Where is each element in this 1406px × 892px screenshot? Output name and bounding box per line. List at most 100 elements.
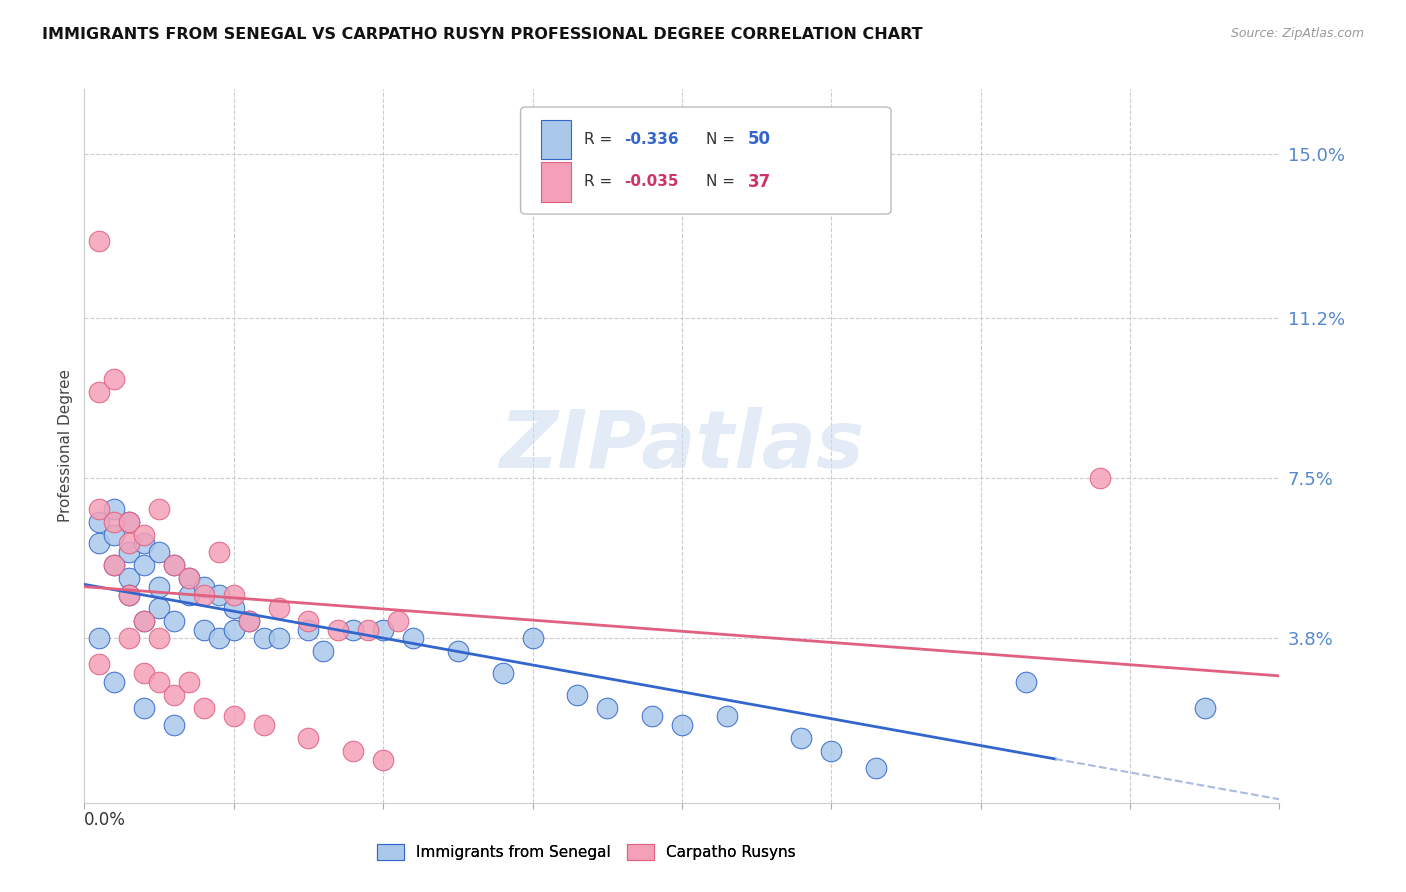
Text: 50: 50 [748,130,770,148]
Point [222,709,245,723]
Point [371,753,394,767]
Text: -0.336: -0.336 [624,132,679,146]
Point [297,614,319,628]
Text: 37: 37 [748,173,770,191]
Point [193,623,215,637]
Point [328,623,350,637]
Point [222,588,245,602]
Point [118,571,141,585]
Text: -0.035: -0.035 [624,175,679,189]
Point [193,580,215,594]
Point [177,674,200,689]
Point [447,644,470,658]
Point [177,571,200,585]
Point [177,588,200,602]
Point [148,601,170,615]
Point [163,558,186,572]
Point [522,632,544,646]
Point [118,515,141,529]
Point [118,588,141,602]
Point [208,588,231,602]
FancyBboxPatch shape [541,120,571,159]
Point [132,614,156,628]
Point [790,731,813,745]
Point [253,718,276,732]
Point [371,623,394,637]
Point [89,632,111,646]
Point [89,501,111,516]
Point [267,632,290,646]
Y-axis label: Professional Degree: Professional Degree [58,369,73,523]
Point [671,718,693,732]
Point [132,666,156,681]
Point [357,623,380,637]
Point [132,558,156,572]
Point [193,700,215,714]
Point [865,761,887,775]
Point [132,527,156,541]
Text: Source: ZipAtlas.com: Source: ZipAtlas.com [1230,27,1364,40]
Text: N =: N = [706,175,740,189]
Point [208,545,231,559]
Point [163,718,186,732]
Point [103,527,125,541]
Point [1014,674,1036,689]
Point [297,623,319,637]
Point [641,709,664,723]
Text: ZIPatlas: ZIPatlas [499,407,865,485]
Point [222,623,245,637]
Text: N =: N = [706,132,740,146]
Point [103,558,125,572]
Point [387,614,409,628]
Point [342,623,364,637]
Point [118,588,141,602]
Point [148,501,170,516]
Point [103,372,125,386]
Point [89,515,111,529]
Text: R =: R = [583,132,617,146]
Point [297,731,319,745]
Point [89,657,111,672]
Point [148,674,170,689]
Point [163,688,186,702]
Text: 0.0%: 0.0% [84,812,127,830]
Point [222,601,245,615]
Point [567,688,589,702]
Point [193,588,215,602]
Point [267,601,290,615]
Point [148,632,170,646]
Point [132,614,156,628]
Point [492,666,515,681]
Point [1194,700,1216,714]
Point [118,545,141,559]
Point [132,700,156,714]
Text: IMMIGRANTS FROM SENEGAL VS CARPATHO RUSYN PROFESSIONAL DEGREE CORRELATION CHART: IMMIGRANTS FROM SENEGAL VS CARPATHO RUSY… [42,27,922,42]
Point [596,700,619,714]
Point [312,644,335,658]
Point [103,674,125,689]
Point [118,515,141,529]
Point [89,234,111,248]
Point [253,632,276,646]
Point [208,632,231,646]
Point [89,536,111,550]
Point [118,536,141,550]
Point [402,632,425,646]
Legend: Immigrants from Senegal, Carpatho Rusyns: Immigrants from Senegal, Carpatho Rusyns [371,838,801,866]
Point [148,545,170,559]
Point [89,384,111,399]
Point [163,614,186,628]
FancyBboxPatch shape [520,107,891,214]
Point [132,536,156,550]
Point [103,501,125,516]
FancyBboxPatch shape [541,162,571,202]
Point [177,571,200,585]
Point [238,614,260,628]
Text: R =: R = [583,175,617,189]
Point [238,614,260,628]
Point [118,632,141,646]
Point [103,558,125,572]
Point [1088,471,1111,485]
Point [163,558,186,572]
Point [148,580,170,594]
